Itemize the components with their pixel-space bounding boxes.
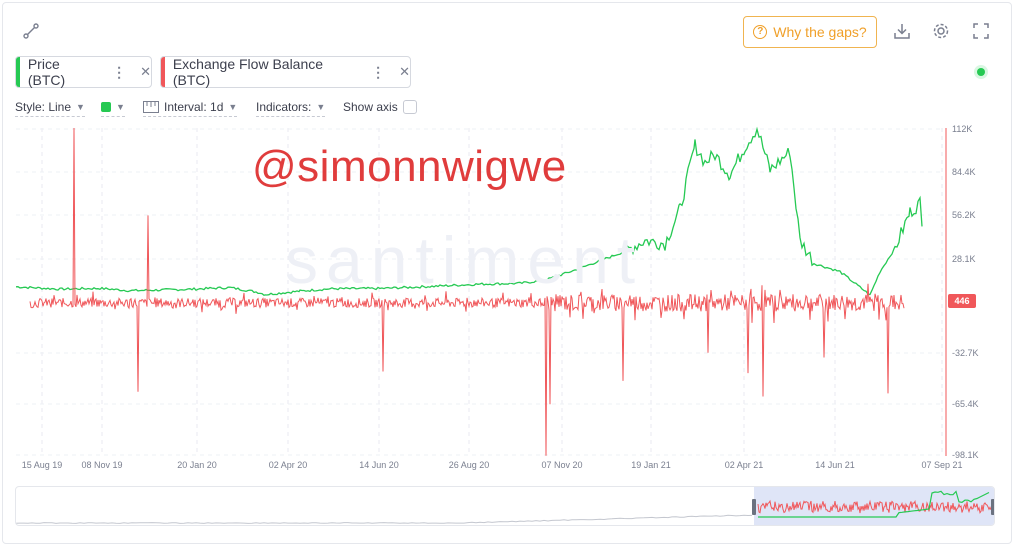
x-tick-label: 20 Jan 20	[177, 460, 217, 470]
navigator-flow-line	[757, 499, 992, 514]
santiment-watermark: santiment	[285, 223, 644, 297]
y-axis-labels: 112K 84.4K 56.2K 28.1K -32.7K -65.4K -98.1K	[952, 124, 979, 460]
status-dot-inner	[977, 68, 985, 76]
download-icon-svg	[894, 24, 910, 39]
style-label: Style: Line	[15, 99, 72, 114]
why-gaps-button[interactable]: ? Why the gaps?	[743, 16, 877, 48]
chart-grid	[16, 128, 944, 456]
fullscreen-icon[interactable]	[970, 20, 992, 42]
show-axis-label: Show axis	[343, 100, 398, 114]
live-status-indicator	[974, 65, 988, 79]
indicators-label: Indicators:	[256, 99, 312, 114]
show-axis-toggle[interactable]: Show axis	[343, 99, 417, 117]
metric-label: Price (BTC)	[27, 56, 66, 88]
color-swatch	[101, 101, 111, 112]
x-tick-label: 19 Jan 21	[631, 460, 671, 470]
y-tick-label: -65.4K	[952, 399, 979, 409]
interval-label: Interval: 1d	[164, 99, 224, 114]
y-tick-label: -98.1K	[952, 450, 979, 460]
interval-selector[interactable]: Interval: 1d ▼	[143, 99, 238, 117]
author-handle-watermark: @simonnwigwe	[252, 142, 567, 191]
why-gaps-label: Why the gaps?	[773, 24, 867, 40]
metric-chip-exchange-flow[interactable]: Exchange Flow Balance (BTC) ⋮ ✕	[160, 56, 411, 88]
download-icon[interactable]	[891, 20, 913, 42]
gear-icon-svg	[933, 23, 949, 39]
x-tick-label: 02 Apr 21	[725, 460, 764, 470]
show-axis-checkbox[interactable]	[402, 100, 417, 114]
metric-color-accent	[16, 57, 20, 87]
question-icon: ?	[753, 25, 768, 39]
indicators-selector[interactable]: Indicators: ▼	[256, 99, 326, 117]
x-tick-label: 14 Jun 20	[359, 460, 399, 470]
x-tick-label: 07 Sep 21	[921, 460, 962, 470]
navigator-price-line	[16, 514, 753, 524]
current-value-badge: 446	[948, 294, 976, 308]
navigator-price-selected-line	[758, 490, 990, 518]
style-selector[interactable]: Style: Line ▼	[15, 99, 85, 117]
close-icon[interactable]: ✕	[399, 64, 410, 79]
current-value-label: 446	[954, 296, 969, 306]
y-tick-label: -32.7K	[952, 348, 979, 358]
close-icon[interactable]: ✕	[140, 64, 151, 79]
y-tick-label: 112K	[952, 124, 972, 134]
chevron-down-icon: ▼	[76, 101, 85, 112]
more-options-icon[interactable]: ⋮	[112, 63, 127, 80]
x-tick-label: 15 Aug 19	[22, 460, 63, 470]
link-icon-svg	[23, 23, 39, 39]
ruler-icon	[143, 100, 159, 113]
range-navigator[interactable]	[15, 486, 995, 526]
x-axis-labels: 15 Aug 19 08 Nov 19 20 Jan 20 02 Apr 20 14 J…	[22, 460, 963, 470]
exchange-flow-series-line	[29, 127, 905, 456]
navigator-right-handle[interactable]	[991, 499, 995, 515]
navigator-left-handle[interactable]	[752, 499, 756, 515]
x-tick-label: 02 Apr 20	[269, 460, 308, 470]
y-tick-label: 28.1K	[952, 254, 976, 264]
settings-gear-icon[interactable]	[930, 20, 952, 42]
more-options-icon[interactable]: ⋮	[371, 63, 386, 80]
chevron-down-icon: ▼	[116, 101, 125, 112]
x-tick-label: 26 Aug 20	[449, 460, 490, 470]
x-tick-label: 08 Nov 19	[81, 460, 122, 470]
y-tick-label: 56.2K	[952, 210, 976, 220]
price-series-line	[15, 126, 923, 297]
x-tick-label: 14 Jun 21	[815, 460, 855, 470]
navigator-svg	[16, 487, 995, 525]
metric-color-accent	[161, 57, 165, 87]
chevron-down-icon: ▼	[228, 101, 238, 112]
y-tick-label: 84.4K	[952, 167, 976, 177]
metric-label: Exchange Flow Balance (BTC)	[172, 56, 324, 88]
metric-chip-price[interactable]: Price (BTC) ⋮ ✕	[15, 56, 152, 88]
color-selector[interactable]: ▼	[101, 99, 125, 117]
x-tick-label: 07 Nov 20	[541, 460, 582, 470]
fullscreen-icon-svg	[973, 23, 989, 39]
chevron-down-icon: ▼	[316, 101, 326, 112]
link-icon[interactable]	[20, 20, 42, 42]
